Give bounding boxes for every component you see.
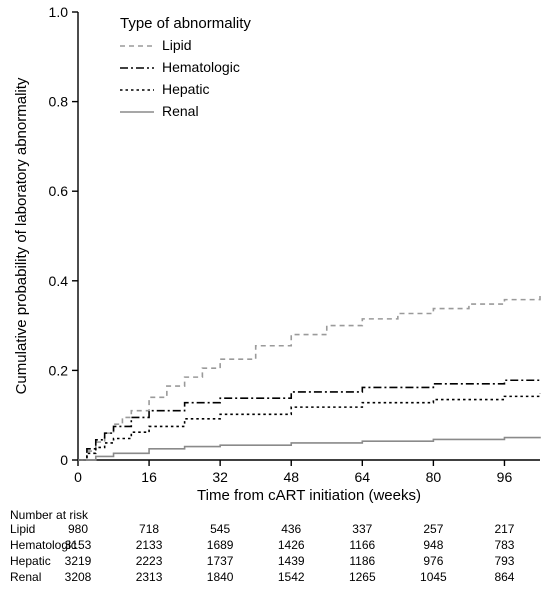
risk-cell: 337: [331, 522, 393, 536]
risk-cell: 1439: [260, 554, 322, 568]
risk-cell: 217: [473, 522, 535, 536]
risk-cell: 2223: [118, 554, 180, 568]
risk-cell: 3219: [47, 554, 109, 568]
risk-cell: 1045: [402, 570, 464, 584]
risk-cell: 1265: [331, 570, 393, 584]
risk-cell: 3153: [47, 538, 109, 552]
kaplan-meier-chart: 0 0.2 0.4 0.6 0.8 1.0 0 16 32 48 64 80 96 Time from c…: [0, 0, 552, 505]
risk-row: Renal320823131840154212651045864: [10, 570, 88, 586]
risk-cell: 783: [473, 538, 535, 552]
risk-cell: 718: [118, 522, 180, 536]
legend-label: Hepatic: [162, 81, 209, 97]
risk-row: Lipid980718545436337257217: [10, 522, 88, 538]
x-tick-label: 64: [355, 469, 371, 485]
x-tick-label: 96: [497, 469, 513, 485]
risk-cell: 545: [189, 522, 251, 536]
x-tick-label: 32: [212, 469, 228, 485]
y-tick-label: 0.2: [49, 362, 69, 378]
risk-cell: 3208: [47, 570, 109, 584]
risk-cell: 1426: [260, 538, 322, 552]
legend-label: Hematologic: [162, 59, 240, 75]
risk-cell: 1186: [331, 554, 393, 568]
legend-label: Lipid: [162, 37, 192, 53]
series-lipid: [78, 296, 540, 460]
risk-cell: 976: [402, 554, 464, 568]
series-hepatic: [78, 394, 540, 460]
risk-cell: 1166: [331, 538, 393, 552]
figure-container: 0 0.2 0.4 0.6 0.8 1.0 0 16 32 48 64 80 96 Time from c…: [0, 0, 552, 600]
x-axis-label: Time from cART initiation (weeks): [197, 487, 421, 504]
risk-cell: 864: [473, 570, 535, 584]
risk-row: Hepatic32192223173714391186976793: [10, 554, 88, 570]
risk-cell: 2313: [118, 570, 180, 584]
number-at-risk-table: Number at risk Lipid98071854543633725721…: [10, 508, 88, 586]
risk-cell: 436: [260, 522, 322, 536]
risk-cell: 2133: [118, 538, 180, 552]
y-axis-label: Cumulative probability of laboratory abn…: [13, 77, 30, 394]
x-tick-label: 0: [74, 469, 82, 485]
y-tick-label: 0.4: [49, 273, 69, 289]
risk-cell: 1737: [189, 554, 251, 568]
series-renal: [78, 437, 540, 460]
x-tick-label: 16: [141, 469, 157, 485]
risk-cell: 948: [402, 538, 464, 552]
x-tick-label: 80: [426, 469, 442, 485]
risk-row: Hematologic31532133168914261166948783: [10, 538, 88, 554]
x-tick-label: 48: [283, 469, 299, 485]
risk-cell: 1689: [189, 538, 251, 552]
y-tick-label: 0.8: [49, 94, 69, 110]
risk-cell: 793: [473, 554, 535, 568]
risk-cell: 257: [402, 522, 464, 536]
risk-cell: 1542: [260, 570, 322, 584]
y-tick-label: 0.6: [49, 183, 69, 199]
series-hematologic: [78, 378, 540, 460]
risk-cell: 980: [47, 522, 109, 536]
y-tick-label: 1.0: [49, 4, 69, 20]
legend-label: Renal: [162, 103, 199, 119]
legend-title: Type of abnormality: [120, 15, 251, 32]
risk-cell: 1840: [189, 570, 251, 584]
y-tick-label: 0: [60, 452, 68, 468]
risk-table-title: Number at risk: [10, 508, 88, 522]
